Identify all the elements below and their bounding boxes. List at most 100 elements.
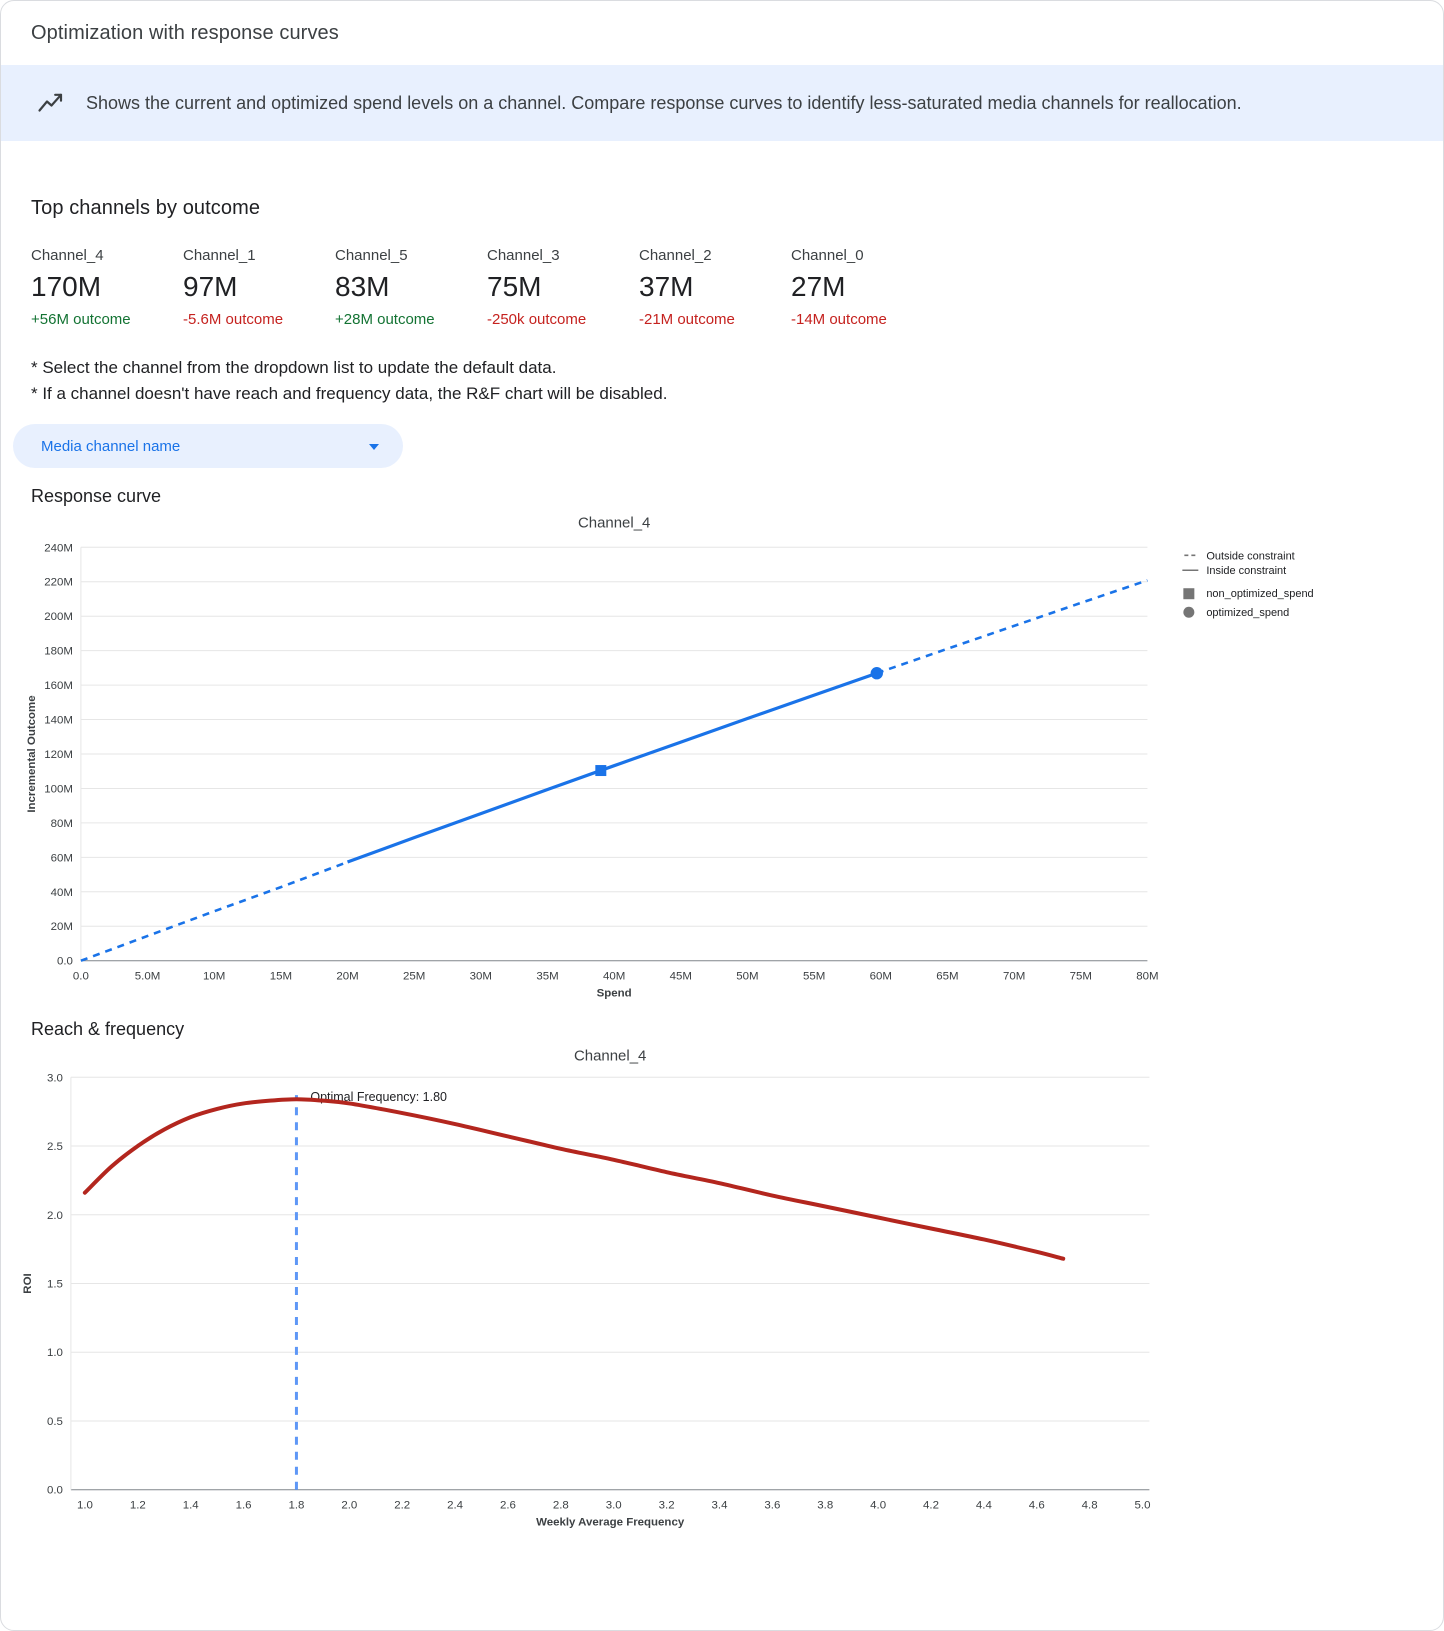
svg-text:3.0: 3.0 <box>47 1072 63 1084</box>
svg-text:0.5: 0.5 <box>47 1416 63 1428</box>
channel-name: Channel_3 <box>487 247 560 264</box>
page-header: Optimization with response curves <box>1 1 1443 65</box>
channel-card: Channel_2 37M -21M outcome <box>639 247 791 328</box>
svg-text:240M: 240M <box>44 542 73 554</box>
info-banner: Shows the current and optimized spend le… <box>1 65 1443 141</box>
svg-text:20M: 20M <box>336 971 358 983</box>
svg-text:0.0: 0.0 <box>73 971 89 983</box>
svg-text:2.0: 2.0 <box>341 1500 357 1512</box>
svg-text:3.2: 3.2 <box>659 1500 675 1512</box>
svg-text:4.4: 4.4 <box>976 1500 993 1512</box>
svg-text:optimized_spend: optimized_spend <box>1206 607 1289 619</box>
channel-card: Channel_1 97M -5.6M outcome <box>183 247 335 328</box>
channel-name: Channel_2 <box>639 247 712 264</box>
svg-text:120M: 120M <box>44 749 73 761</box>
channel-outcome: -14M outcome <box>791 311 887 328</box>
svg-text:4.6: 4.6 <box>1029 1500 1045 1512</box>
svg-text:non_optimized_spend: non_optimized_spend <box>1206 588 1313 600</box>
channel-outcome: +28M outcome <box>335 311 435 328</box>
svg-text:1.6: 1.6 <box>236 1500 252 1512</box>
channel-value: 97M <box>183 271 238 302</box>
svg-text:60M: 60M <box>51 852 73 864</box>
svg-text:3.4: 3.4 <box>712 1500 729 1512</box>
svg-text:55M: 55M <box>803 971 825 983</box>
channel-value: 83M <box>335 271 390 302</box>
svg-text:40M: 40M <box>51 887 73 899</box>
svg-text:180M: 180M <box>44 646 73 658</box>
insights-icon <box>37 92 64 114</box>
svg-text:Outside constraint: Outside constraint <box>1206 550 1294 562</box>
svg-text:2.8: 2.8 <box>553 1500 569 1512</box>
svg-text:15M: 15M <box>270 971 292 983</box>
reach-frequency-heading: Reach & frequency <box>31 1019 185 1039</box>
svg-text:25M: 25M <box>403 971 425 983</box>
svg-text:ROI: ROI <box>22 1273 34 1293</box>
reach-frequency-svg: Channel_4 0.0 0.5 1.0 1.5 2.0 2.5 3.0 1.0 1.2 1.4 1… <box>22 1047 1151 1529</box>
svg-text:2.4: 2.4 <box>447 1500 464 1512</box>
svg-text:100M: 100M <box>44 783 73 795</box>
svg-text:Inside constraint: Inside constraint <box>1206 565 1286 577</box>
channel-outcome: +56M outcome <box>31 311 131 328</box>
channel-value: 170M <box>31 271 102 302</box>
svg-text:45M: 45M <box>670 971 692 983</box>
svg-text:Channel_4: Channel_4 <box>578 514 650 531</box>
svg-text:1.2: 1.2 <box>130 1500 146 1512</box>
svg-text:1.8: 1.8 <box>288 1500 304 1512</box>
svg-text:200M: 200M <box>44 611 73 623</box>
response-curve-svg: Channel_4 0.0 20M 40M 60M 80M 100M 120M 140M 160M… <box>26 514 1314 1000</box>
svg-text:80M: 80M <box>51 818 73 830</box>
svg-text:2.2: 2.2 <box>394 1500 410 1512</box>
channel-card: Channel_0 27M -14M outcome <box>791 247 943 328</box>
channel-value: 37M <box>639 271 694 302</box>
footnotes: * Select the channel from the dropdown l… <box>31 355 1443 407</box>
svg-text:0.0: 0.0 <box>47 1485 63 1497</box>
svg-text:5.0: 5.0 <box>1135 1500 1151 1512</box>
svg-text:65M: 65M <box>936 971 958 983</box>
svg-text:70M: 70M <box>1003 971 1025 983</box>
svg-text:20M: 20M <box>51 921 73 933</box>
svg-text:4.0: 4.0 <box>870 1500 886 1512</box>
svg-text:5.0M: 5.0M <box>135 971 161 983</box>
channel-outcome: -250k outcome <box>487 311 587 328</box>
svg-text:80M: 80M <box>1136 971 1158 983</box>
channel-outcome: -5.6M outcome <box>183 311 284 328</box>
channel-name: Channel_1 <box>183 247 256 264</box>
channel-name: Channel_5 <box>335 247 408 264</box>
page-title: Optimization with response curves <box>31 22 339 44</box>
banner-text: Shows the current and optimized spend le… <box>86 92 1242 113</box>
channel-cards: Channel_4 170M +56M outcome Channel_1 97… <box>31 247 1443 328</box>
top-channels-heading: Top channels by outcome <box>31 197 261 219</box>
svg-text:Weekly Average Frequency: Weekly Average Frequency <box>536 1517 685 1529</box>
response-curve-chart: Channel_4 0.0 20M 40M 60M 80M 100M 120M 140M 160M… <box>1 509 1443 1001</box>
svg-text:2.5: 2.5 <box>47 1141 63 1153</box>
svg-text:4.2: 4.2 <box>923 1500 939 1512</box>
channel-outcome: -21M outcome <box>639 311 735 328</box>
reach-frequency-chart: Channel_4 0.0 0.5 1.0 1.5 2.0 2.5 3.0 1.0 1.2 1.4 1… <box>1 1042 1443 1534</box>
svg-text:Spend: Spend <box>597 988 632 1000</box>
svg-text:1.0: 1.0 <box>77 1500 93 1512</box>
svg-text:160M: 160M <box>44 680 73 692</box>
svg-text:Channel_4: Channel_4 <box>574 1047 646 1064</box>
media-channel-dropdown[interactable]: Media channel name <box>13 424 403 468</box>
svg-text:30M: 30M <box>470 971 492 983</box>
svg-text:35M: 35M <box>536 971 558 983</box>
channel-name: Channel_4 <box>31 247 104 264</box>
svg-text:2.0: 2.0 <box>47 1210 63 1222</box>
svg-text:40M: 40M <box>603 971 625 983</box>
channel-card: Channel_3 75M -250k outcome <box>487 247 639 328</box>
svg-text:1.0: 1.0 <box>47 1347 63 1359</box>
svg-text:1.4: 1.4 <box>183 1500 200 1512</box>
channel-card: Channel_4 170M +56M outcome <box>31 247 183 328</box>
channel-value: 75M <box>487 271 542 302</box>
svg-text:Optimal Frequency: 1.80: Optimal Frequency: 1.80 <box>310 1090 447 1104</box>
svg-text:4.8: 4.8 <box>1082 1500 1098 1512</box>
channel-card: Channel_5 83M +28M outcome <box>335 247 487 328</box>
channel-value: 27M <box>791 271 846 302</box>
svg-text:50M: 50M <box>736 971 758 983</box>
svg-text:60M: 60M <box>870 971 892 983</box>
svg-text:3.0: 3.0 <box>606 1500 622 1512</box>
channel-name: Channel_0 <box>791 247 864 264</box>
svg-text:2.6: 2.6 <box>500 1500 516 1512</box>
svg-text:0.0: 0.0 <box>57 956 73 968</box>
svg-text:3.8: 3.8 <box>817 1500 833 1512</box>
